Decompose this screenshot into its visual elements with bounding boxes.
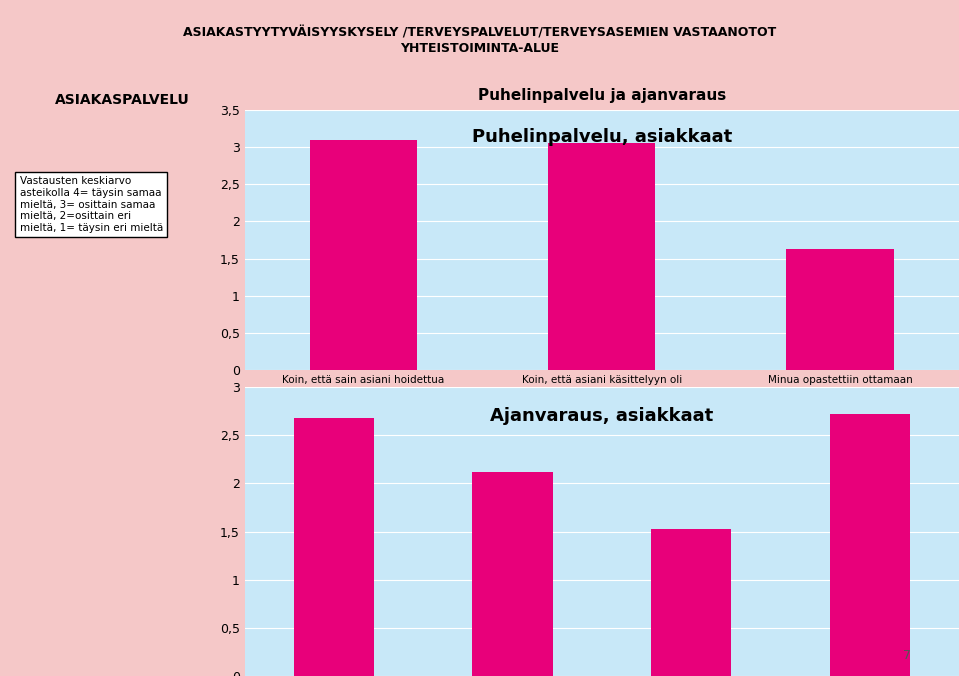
Bar xyxy=(549,143,655,370)
Bar xyxy=(310,140,417,370)
Text: 7: 7 xyxy=(903,650,911,662)
Bar xyxy=(293,418,374,676)
Bar xyxy=(651,529,732,676)
Text: ASIAKASTYYTYVÄISYYSKYSELY /TERVEYSPALVELUT/TERVEYSASEMIEN VASTAANOTOT
YHTEISTOIM: ASIAKASTYYTYVÄISYYSKYSELY /TERVEYSPALVEL… xyxy=(183,26,776,55)
Bar xyxy=(472,472,552,676)
Text: Vastausten keskiarvo
asteikolla 4= täysin samaa
mieltä, 3= osittain samaa
mieltä: Vastausten keskiarvo asteikolla 4= täysi… xyxy=(19,176,163,233)
Text: ASIAKASPALVELU: ASIAKASPALVELU xyxy=(55,93,190,107)
Text: Puhelinpalvelu, asiakkaat: Puhelinpalvelu, asiakkaat xyxy=(472,128,732,146)
Text: Ajanvaraus, asiakkaat: Ajanvaraus, asiakkaat xyxy=(490,408,713,425)
Bar xyxy=(786,249,894,370)
Text: Puhelinpalvelu ja ajanvaraus: Puhelinpalvelu ja ajanvaraus xyxy=(478,88,726,103)
Bar xyxy=(830,414,910,676)
